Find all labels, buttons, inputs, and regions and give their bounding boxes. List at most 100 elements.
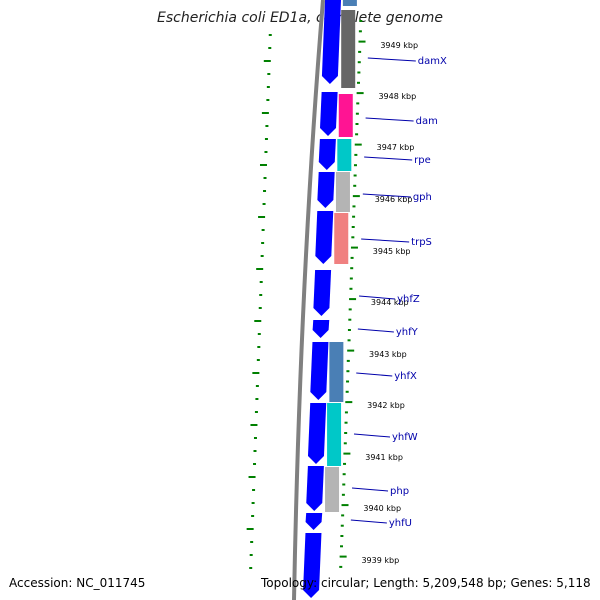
gene-label-yhfY: yhfY bbox=[396, 327, 419, 338]
cog-block bbox=[337, 139, 352, 171]
accession-label: Accession: NC_011745 bbox=[9, 576, 146, 590]
ruler-tick bbox=[352, 205, 356, 208]
gc-dot bbox=[266, 99, 270, 101]
ruler-tick bbox=[348, 308, 352, 311]
cds-arrow bbox=[312, 320, 330, 338]
kbp-label: 3939 kbp bbox=[361, 556, 399, 565]
kbp-label: 3948 kbp bbox=[378, 92, 416, 101]
gc-dot bbox=[258, 307, 262, 309]
gene-label-yhfU: yhfU bbox=[389, 518, 412, 529]
cds-arrow bbox=[303, 533, 322, 598]
backbone-arc bbox=[292, 0, 325, 600]
gene-label-trpS: trpS bbox=[411, 237, 432, 248]
gene-leader-line bbox=[357, 328, 394, 333]
gene-leader-line bbox=[351, 487, 389, 492]
ruler-tick bbox=[350, 256, 354, 259]
gene-label-rpe: rpe bbox=[414, 155, 431, 166]
ruler-tick bbox=[341, 504, 349, 507]
gc-dot bbox=[260, 255, 264, 257]
gc-dot bbox=[267, 73, 271, 75]
ruler-tick bbox=[354, 143, 362, 146]
ruler-tick bbox=[344, 411, 348, 414]
gc-dot bbox=[249, 567, 253, 569]
cog-block bbox=[341, 10, 356, 88]
ruler-tick bbox=[350, 267, 354, 270]
gc-dot bbox=[253, 463, 257, 465]
ruler-tick bbox=[339, 565, 343, 568]
ruler-tick bbox=[347, 329, 351, 331]
gene-leader-line bbox=[350, 519, 387, 524]
gc-dot bbox=[248, 476, 256, 478]
ruler-tick bbox=[356, 92, 364, 95]
cds-arrow bbox=[315, 211, 334, 264]
gene-leader-line bbox=[361, 238, 410, 243]
ruler-tick bbox=[340, 545, 344, 548]
gc-dot bbox=[246, 528, 254, 530]
ruler-tick bbox=[347, 339, 351, 342]
ruler-tick bbox=[343, 442, 347, 445]
ruler-tick bbox=[358, 40, 366, 43]
gene-label-yhfX: yhfX bbox=[394, 371, 417, 382]
genome-summary: Topology: circular; Length: 5,209,548 bp… bbox=[261, 576, 591, 590]
ruler-tick bbox=[342, 483, 346, 486]
ruler-tick bbox=[355, 133, 359, 136]
gc-dot bbox=[265, 125, 269, 127]
ruler-tick bbox=[347, 349, 355, 352]
cds-arrow bbox=[318, 139, 336, 170]
kbp-label: 3941 kbp bbox=[365, 453, 403, 462]
gc-dot bbox=[254, 320, 262, 322]
ruler-tick bbox=[352, 215, 356, 218]
ruler-tick bbox=[343, 452, 351, 455]
kbp-label: 3944 kbp bbox=[371, 298, 409, 307]
gc-dot bbox=[252, 372, 260, 374]
ruler-tick bbox=[339, 555, 347, 558]
gc-dot bbox=[255, 398, 259, 400]
gc-dot bbox=[257, 333, 261, 335]
position-ruler: 3949 kbp 3948 kbp 3947 kbp 3946 kbp 3945 kbp… bbox=[339, 20, 418, 568]
cog-block bbox=[329, 342, 344, 402]
ruler-tick bbox=[358, 50, 362, 53]
gc-dot bbox=[263, 177, 267, 179]
ruler-tick bbox=[344, 432, 348, 434]
gc-dot bbox=[251, 502, 255, 504]
ruler-tick bbox=[353, 174, 357, 177]
gc-dot bbox=[254, 411, 258, 413]
ruler-tick bbox=[341, 514, 345, 517]
ruler-tick bbox=[351, 226, 355, 228]
cog-block bbox=[338, 94, 353, 137]
cds-arrow bbox=[313, 270, 332, 316]
ruler-tick bbox=[357, 81, 361, 84]
gc-content-track bbox=[246, 34, 272, 569]
gc-dot bbox=[263, 60, 271, 62]
ruler-tick bbox=[345, 390, 349, 393]
ruler-tick bbox=[355, 123, 359, 125]
gc-dot bbox=[256, 359, 260, 361]
gc-dot bbox=[256, 268, 264, 270]
cds-arrow bbox=[306, 466, 324, 511]
gc-dot bbox=[253, 437, 257, 439]
gene-label-yhfW: yhfW bbox=[392, 432, 418, 443]
cog-block bbox=[335, 172, 350, 212]
gene-leader-line bbox=[365, 117, 414, 122]
cog-block bbox=[327, 403, 342, 466]
cds-arrow bbox=[310, 342, 329, 400]
gene-leader-line bbox=[364, 156, 413, 161]
ruler-tick bbox=[346, 370, 350, 373]
ruler-tick bbox=[340, 535, 344, 537]
cog-block bbox=[325, 467, 340, 512]
cds-arrow bbox=[321, 0, 341, 84]
kbp-label: 3947 kbp bbox=[377, 143, 415, 152]
ruler-tick bbox=[353, 184, 357, 187]
gene-label-gph: gph bbox=[413, 192, 432, 203]
gene-leader-line bbox=[367, 57, 416, 62]
kbp-label: 3945 kbp bbox=[373, 247, 411, 256]
gc-dot bbox=[264, 138, 268, 140]
ruler-tick bbox=[358, 30, 362, 33]
ruler-tick bbox=[345, 401, 353, 404]
kbp-label: 3943 kbp bbox=[369, 350, 407, 359]
kbp-label: 3949 kbp bbox=[380, 41, 418, 50]
gene-label-yhfZ: yhfZ bbox=[397, 294, 420, 305]
ruler-tick bbox=[352, 195, 360, 198]
ruler-tick bbox=[349, 277, 353, 280]
